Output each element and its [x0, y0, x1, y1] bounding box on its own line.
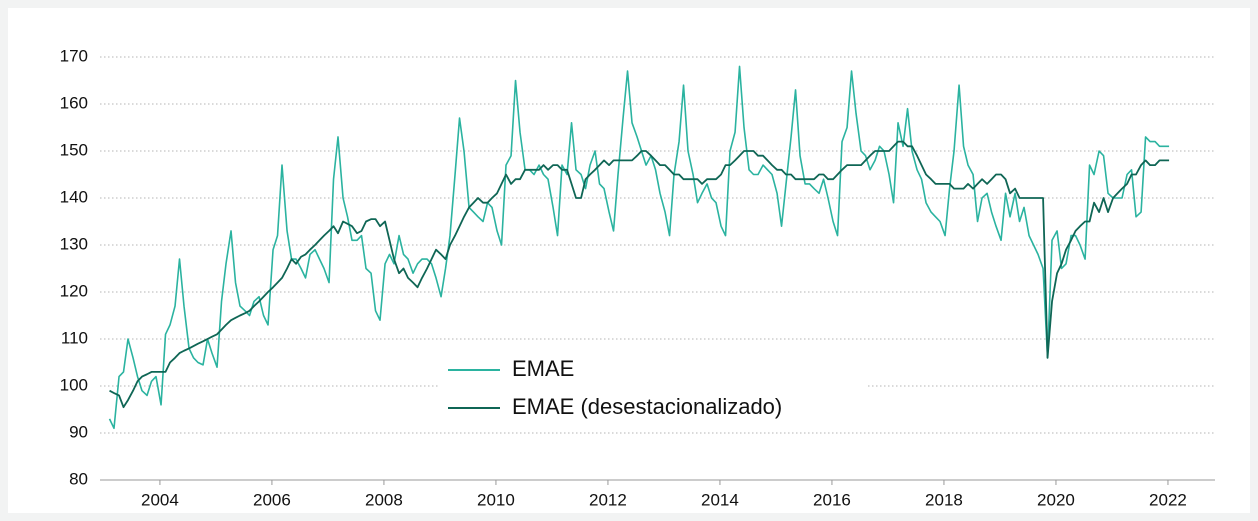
y-tick-label: 90 [69, 422, 88, 441]
y-tick-label: 160 [60, 93, 88, 112]
y-tick-label: 100 [60, 375, 88, 394]
x-tick-label: 2012 [589, 490, 627, 509]
x-tick-label: 2020 [1037, 490, 1075, 509]
legend-label: EMAE (desestacionalizado) [512, 394, 782, 419]
y-tick-label: 120 [60, 281, 88, 300]
legend-box [440, 350, 868, 426]
x-tick-label: 2022 [1149, 490, 1187, 509]
y-tick-label: 130 [60, 234, 88, 253]
x-tick-label: 2008 [365, 490, 403, 509]
y-tick-label: 80 [69, 469, 88, 488]
series-line [108, 65, 1170, 430]
x-tick-label: 2006 [253, 490, 291, 509]
y-tick-label: 170 [60, 46, 88, 65]
y-tick-label: 150 [60, 140, 88, 159]
x-tick-label: 2014 [701, 490, 739, 509]
y-tick-label: 110 [61, 328, 88, 347]
x-tick-label: 2010 [477, 490, 515, 509]
x-tick-label: 2018 [925, 490, 963, 509]
y-tick-label: 140 [60, 187, 88, 206]
series-line [109, 140, 1170, 409]
legend-label: EMAE [512, 356, 574, 381]
x-tick-label: 2016 [813, 490, 851, 509]
x-tick-label: 2004 [141, 490, 179, 509]
